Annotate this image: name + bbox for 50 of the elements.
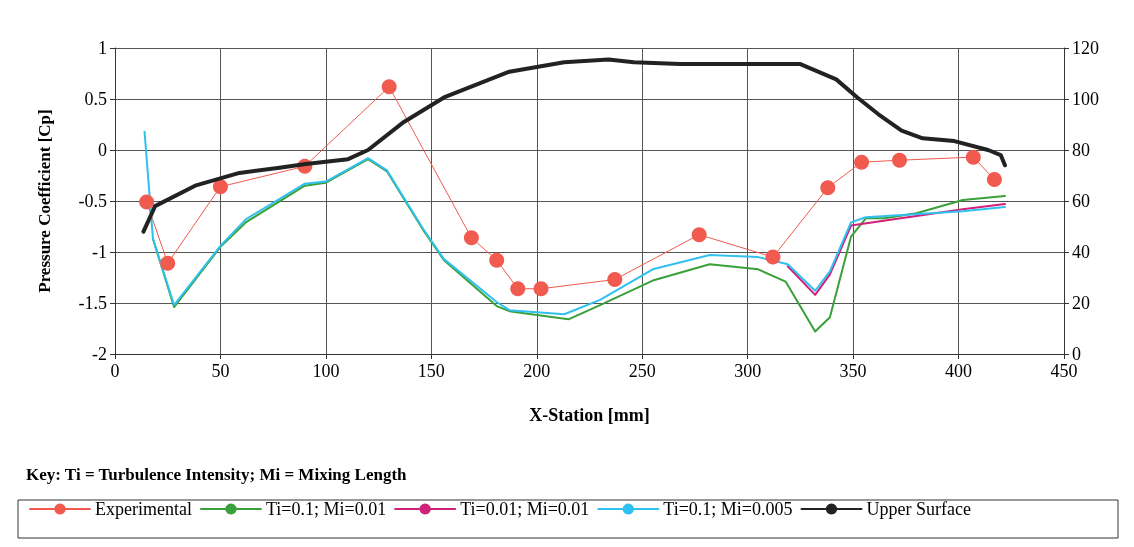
line-series (786, 203, 1006, 296)
y-axis-title: Pressure Coefficient [Cp] (35, 109, 54, 293)
x-tick-label: 150 (417, 361, 445, 381)
point (381, 79, 397, 95)
legend-label: Ti=0.1; Mi=0.01 (265, 499, 387, 519)
point (533, 281, 549, 297)
point (607, 272, 623, 288)
x-tick-label: 100 (312, 361, 340, 381)
legend-label: Ti=0.01; Mi=0.01 (460, 499, 590, 519)
point (160, 255, 176, 271)
x-tick-label: 300 (734, 361, 762, 381)
y-tick-label: -1.5 (78, 293, 107, 313)
point (691, 227, 707, 243)
legend-label: Upper Surface (866, 499, 971, 519)
x-tick-label: 450 (1050, 361, 1078, 381)
y2-tick-label: 40 (1072, 242, 1090, 262)
text: Key: Ti = Turbulence Intensity; Mi = Mixing Length (26, 465, 408, 484)
line-series (141, 57, 1007, 234)
x-tick-label: 250 (628, 361, 656, 381)
legend-label: Ti=0.1; Mi=0.005 (663, 499, 793, 519)
y2-tick-label: 80 (1072, 140, 1090, 160)
legend-label: Experimental (95, 499, 192, 519)
point (139, 194, 155, 210)
point (965, 149, 981, 165)
y-tick-label: -0.5 (78, 191, 107, 211)
y-tick-label: 1 (98, 38, 107, 58)
y2-tick-label: 20 (1072, 293, 1090, 313)
y-tick-label: 0.5 (84, 89, 107, 109)
x-tick-label: 400 (945, 361, 973, 381)
point (212, 179, 228, 195)
y-tick-label: -2 (92, 344, 107, 364)
line-series (143, 130, 1006, 316)
y2-tick-label: 120 (1072, 38, 1099, 58)
x-axis-title: X-Station [mm] (529, 405, 650, 425)
point (463, 230, 479, 246)
point (892, 152, 908, 168)
point (489, 252, 505, 268)
y2-tick-label: 60 (1072, 191, 1090, 211)
y-tick-label: -1 (92, 242, 107, 262)
y2-tick-label: 0 (1072, 344, 1081, 364)
x-tick-label: 50 (211, 361, 230, 381)
y2-tick-label: 100 (1072, 89, 1099, 109)
point (820, 180, 836, 196)
point (510, 281, 526, 297)
x-tick-label: 200 (523, 361, 551, 381)
point (986, 172, 1002, 188)
y-tick-label: 0 (98, 140, 107, 160)
x-tick-label: 350 (839, 361, 867, 381)
point (854, 154, 870, 170)
point (765, 249, 781, 265)
